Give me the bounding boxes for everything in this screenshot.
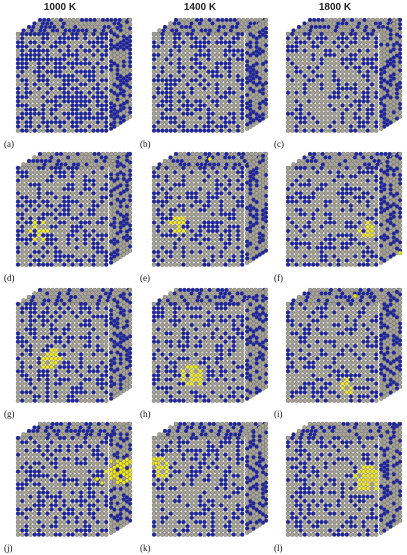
atomistic-cube: [285, 151, 403, 267]
panel-label: (e): [140, 273, 150, 283]
simulation-panel: (e): [138, 148, 272, 285]
simulation-panel: (c): [272, 14, 406, 151]
atomistic-cube: [15, 17, 133, 133]
panel-label: (c): [274, 139, 284, 149]
simulation-panel: (f): [272, 148, 406, 285]
panel-label: (g): [4, 409, 15, 419]
panel-label: (b): [140, 139, 151, 149]
simulation-panel: (j): [2, 418, 136, 555]
panel-label: (d): [4, 273, 15, 283]
simulation-panel: (i): [272, 284, 406, 421]
atomistic-cube: [15, 287, 133, 403]
column-header-1800k: 1800 K: [318, 2, 352, 13]
simulation-panel: (k): [138, 418, 272, 555]
panel-label: (l): [274, 543, 283, 553]
atomistic-cube: [151, 287, 269, 403]
atomistic-cube: [151, 151, 269, 267]
atomistic-cube: [15, 421, 133, 537]
atomistic-cube: [15, 151, 133, 267]
atomistic-cube: [285, 421, 403, 537]
panel-label: (h): [140, 409, 151, 419]
atomistic-cube: [285, 17, 403, 133]
atomistic-cube: [285, 287, 403, 403]
simulation-panel: (b): [138, 14, 272, 151]
simulation-panel: (h): [138, 284, 272, 421]
simulation-panel: (g): [2, 284, 136, 421]
panel-label: (j): [4, 543, 13, 553]
simulation-panel: (a): [2, 14, 136, 151]
panel-label: (k): [140, 543, 151, 553]
simulation-panel: (d): [2, 148, 136, 285]
column-header-1400k: 1400 K: [183, 2, 217, 13]
atomistic-cube: [151, 421, 269, 537]
panel-label: (i): [274, 409, 283, 419]
panel-label: (f): [274, 273, 283, 283]
simulation-panel: (l): [272, 418, 406, 555]
atomistic-cube: [151, 17, 269, 133]
column-header-1000k: 1000 K: [43, 2, 77, 13]
panel-label: (a): [4, 139, 14, 149]
